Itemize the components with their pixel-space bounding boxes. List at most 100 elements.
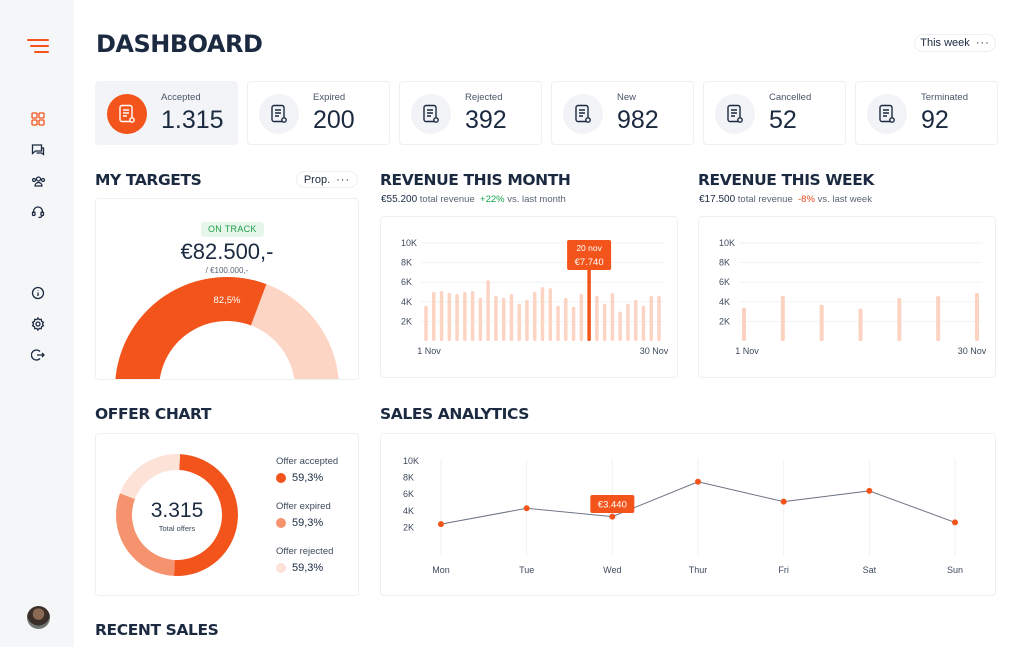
page-title: DASHBOARD: [96, 30, 263, 58]
revenue-month-chart: 10K 8K 6K 4K 2K 1 Nov 30 Nov 20 nov €7.740: [401, 238, 669, 356]
stat-card-terminated[interactable]: Terminated 92: [855, 81, 998, 145]
data-point[interactable]: [952, 519, 958, 526]
y-tick-label: 4K: [719, 297, 730, 307]
sidebar: [0, 0, 74, 647]
bar[interactable]: [610, 292, 615, 341]
bar[interactable]: [424, 305, 428, 341]
logout-icon[interactable]: [28, 345, 48, 365]
more-icon: ···: [975, 37, 990, 49]
bar[interactable]: [556, 305, 560, 341]
revenue-month-summary: €55.200 total revenue +22% vs. last mont…: [381, 194, 566, 205]
stat-card-cancelled[interactable]: Cancelled 52: [703, 81, 846, 145]
bar[interactable]: [936, 295, 941, 341]
period-select[interactable]: This week ···: [914, 34, 996, 52]
sales-tooltip: €3.440: [590, 495, 635, 513]
bar[interactable]: [501, 297, 506, 341]
target-gauge: 82,5%: [115, 277, 339, 379]
bar[interactable]: [455, 293, 459, 341]
bar[interactable]: [517, 303, 521, 341]
offer-total: 3.315: [150, 499, 204, 522]
data-point[interactable]: [609, 513, 616, 520]
stat-card-expired[interactable]: Expired 200: [247, 81, 390, 145]
new-doc-icon: [563, 94, 603, 134]
bar[interactable]: [532, 292, 537, 341]
revenue-week-summary: €17.500 total revenue -8% vs. last week: [699, 194, 872, 205]
data-point[interactable]: [780, 498, 787, 505]
bar[interactable]: [548, 288, 553, 341]
bar[interactable]: [439, 291, 444, 341]
donut-segment[interactable]: [120, 454, 181, 499]
bar[interactable]: [494, 295, 498, 341]
offer-legend-row: 59,3%: [276, 562, 323, 574]
stat-card-accepted[interactable]: Accepted 1.315: [95, 81, 238, 145]
team-icon[interactable]: [28, 171, 48, 191]
bar[interactable]: [564, 297, 568, 341]
bar[interactable]: [633, 299, 638, 341]
settings-icon[interactable]: [28, 314, 48, 334]
expired-doc-icon: [259, 94, 299, 134]
bar[interactable]: [780, 295, 785, 341]
data-point[interactable]: [438, 521, 444, 528]
accepted-doc-icon: [107, 94, 147, 134]
bar[interactable]: [486, 280, 490, 341]
support-icon[interactable]: [28, 202, 48, 222]
bar[interactable]: [587, 265, 591, 341]
bar[interactable]: [478, 297, 483, 341]
bar[interactable]: [975, 292, 979, 341]
stat-label: Terminated: [921, 92, 968, 103]
donut-segment[interactable]: [173, 454, 238, 576]
offer-donut-chart: [115, 454, 238, 576]
bar[interactable]: [579, 293, 584, 341]
avatar[interactable]: [27, 606, 50, 629]
data-point[interactable]: [866, 487, 873, 494]
bar[interactable]: [618, 311, 622, 341]
stat-value: 200: [313, 106, 355, 134]
bar[interactable]: [432, 292, 436, 341]
sales-analytics-chart: 10K 8K 6K 4K 2K Mon Tue Wed Thur Fri Sat Sun €3.440: [403, 456, 963, 575]
legend-swatch: [276, 518, 286, 528]
data-point[interactable]: [523, 505, 530, 512]
bar[interactable]: [540, 287, 545, 341]
donut-segment[interactable]: [115, 493, 175, 576]
stat-label: Accepted: [161, 92, 201, 103]
bar[interactable]: [897, 297, 902, 341]
x-tick-label: Wed: [603, 565, 621, 575]
bar[interactable]: [858, 308, 863, 341]
bar[interactable]: [447, 292, 452, 341]
bar[interactable]: [470, 291, 475, 341]
bar[interactable]: [463, 292, 467, 341]
bar[interactable]: [649, 295, 653, 341]
info-icon[interactable]: [28, 283, 48, 303]
bar[interactable]: [525, 299, 529, 341]
more-icon: ···: [336, 173, 351, 186]
targets-filter-select[interactable]: Prop. ···: [296, 171, 358, 188]
bar[interactable]: [509, 293, 514, 341]
bar[interactable]: [595, 295, 599, 341]
bar[interactable]: [641, 305, 646, 341]
tooltip-value: €7.740: [575, 257, 604, 268]
revenue-week-change-label: vs. last week: [817, 194, 872, 205]
main-content: DASHBOARD This week ··· MY TARGETS Prop.…: [74, 0, 1024, 647]
dashboard-icon[interactable]: [28, 109, 48, 129]
bar[interactable]: [657, 295, 661, 341]
data-point[interactable]: [695, 478, 701, 485]
status-badge: ON TRACK: [201, 222, 264, 237]
x-tick-label: Fri: [778, 565, 789, 575]
stat-card-new[interactable]: New 982: [551, 81, 694, 145]
revenue-month-change-label: vs. last month: [507, 194, 566, 205]
revenue-week-change: -8%: [798, 194, 815, 205]
bar[interactable]: [819, 304, 824, 341]
bar[interactable]: [602, 303, 607, 341]
bar[interactable]: [742, 307, 746, 341]
legend-swatch: [276, 563, 286, 573]
y-tick-label: 8K: [719, 258, 730, 268]
revenue-month-change: +22%: [480, 194, 505, 205]
bar[interactable]: [571, 306, 576, 341]
x-tick-label: Thur: [689, 565, 708, 575]
stat-value: 92: [921, 106, 949, 134]
messages-icon[interactable]: [28, 140, 48, 160]
y-tick-label: 10K: [401, 238, 417, 248]
stat-card-rejected[interactable]: Rejected 392: [399, 81, 542, 145]
menu-icon[interactable]: [27, 36, 49, 56]
bar[interactable]: [626, 303, 630, 341]
